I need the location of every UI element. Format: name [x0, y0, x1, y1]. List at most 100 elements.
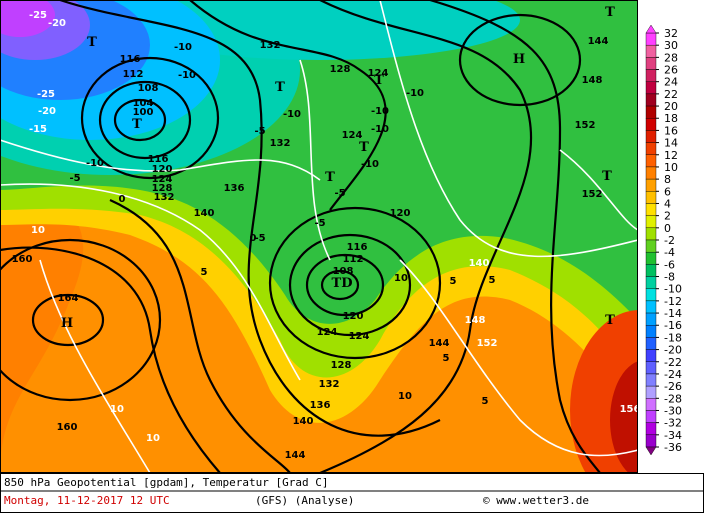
- map-label: T: [374, 73, 384, 88]
- colorbar-bottom: [645, 446, 657, 456]
- colorbar-band: [645, 154, 657, 168]
- map-label: 112: [123, 69, 144, 80]
- map-label: H: [61, 316, 73, 331]
- colorbar-band: [645, 337, 657, 350]
- map-label: 132: [270, 138, 291, 149]
- colorbar-label: -6: [664, 258, 675, 271]
- map-label: 108: [333, 266, 354, 277]
- colorbar-band: [645, 349, 657, 362]
- colorbar-band: [645, 57, 657, 70]
- map-label: 5: [443, 353, 450, 364]
- colorbar-band: [645, 81, 657, 95]
- map-label: -5: [254, 126, 265, 137]
- map-label: T: [605, 313, 615, 328]
- colorbar-label: -32: [664, 417, 682, 430]
- footer-date: Montag, 11-12-2017 12 UTC: [4, 494, 170, 507]
- colorbar-top: [645, 24, 657, 34]
- map-label: -25: [29, 10, 47, 21]
- colorbar-band: [645, 93, 657, 107]
- colorbar-band: [645, 44, 657, 58]
- colorbar-band: [645, 130, 657, 143]
- map-label: -25: [37, 89, 55, 100]
- map-label: -5: [314, 218, 325, 229]
- map-label: -10: [406, 88, 424, 99]
- map-label: 132: [154, 192, 175, 203]
- colorbar-label: -14: [664, 307, 682, 320]
- colorbar-label: 32: [664, 27, 678, 40]
- map-frame: [0, 0, 638, 473]
- colorbar-band: [645, 239, 657, 253]
- map-label: 5: [489, 275, 496, 286]
- colorbar-label: -22: [664, 356, 682, 369]
- colorbar-band: [645, 325, 657, 338]
- map-label: -10: [178, 70, 196, 81]
- colorbar-label: 30: [664, 39, 678, 52]
- map-label: 132: [319, 379, 340, 390]
- map-labels: -25-20T116112108104100T-15-20-25-10-5011…: [12, 5, 641, 461]
- colorbar-label: 14: [664, 137, 678, 150]
- map-label: -15: [29, 124, 47, 135]
- map-label: 116: [347, 242, 368, 253]
- colorbar-label: 22: [664, 88, 678, 101]
- map-label: 152: [477, 338, 498, 349]
- colorbar-band: [645, 227, 657, 241]
- colorbar-label: 2: [664, 210, 671, 223]
- map-label: 124: [342, 130, 363, 141]
- colorbar-band: [645, 118, 657, 131]
- map-label: 10: [398, 391, 412, 402]
- colorbar-label: 4: [664, 197, 671, 210]
- map-label: 152: [582, 189, 603, 200]
- map-label: 120: [152, 164, 173, 175]
- map-label: 152: [575, 120, 596, 131]
- map-label: 120: [343, 311, 364, 322]
- colorbar-band: [645, 312, 657, 326]
- map-label: 148: [465, 315, 486, 326]
- map-label: T: [325, 170, 335, 185]
- map-label: 148: [582, 75, 603, 86]
- map-label: 104: [133, 98, 154, 109]
- map-label: 10: [31, 225, 45, 236]
- colorbar-label: 24: [664, 76, 678, 89]
- colorbar-label: -24: [664, 368, 682, 381]
- map-label: 128: [152, 183, 173, 194]
- map-label: -5: [254, 233, 265, 244]
- map-label: -10: [371, 106, 389, 117]
- map-label: H: [513, 52, 525, 67]
- colorbar-label: -16: [664, 319, 682, 332]
- colorbar-band: [645, 434, 657, 448]
- map-label: 10: [146, 433, 160, 444]
- map-label: T: [359, 140, 369, 155]
- map-label: 0: [250, 233, 257, 244]
- colorbar-band: [645, 361, 657, 375]
- map-label: 100: [133, 107, 154, 118]
- footer-credit: © www.wetter3.de: [483, 494, 589, 507]
- colorbar-label: 16: [664, 124, 678, 137]
- colorbar-label: 18: [664, 112, 678, 125]
- map-label: 144: [429, 338, 450, 349]
- colorbar-label: -34: [664, 429, 682, 442]
- map-label: -5: [334, 188, 345, 199]
- map-label: -10: [86, 158, 104, 169]
- map-label: 5: [450, 276, 457, 287]
- colorbar-label: -12: [664, 295, 682, 308]
- map-label: 108: [138, 83, 159, 94]
- map-label: 132: [260, 40, 281, 51]
- map-label: 156: [620, 404, 641, 415]
- footer-model: (GFS) (Analyse): [255, 494, 354, 507]
- colorbar: 32302826242220181614121086420-2-4-6-8-10…: [645, 24, 682, 456]
- map-label: 112: [343, 254, 364, 265]
- map-label: -10: [371, 124, 389, 135]
- colorbar-band: [645, 142, 657, 155]
- colorbar-band: [645, 32, 657, 46]
- colorbar-label: -8: [664, 271, 675, 284]
- colorbar-label: -30: [664, 404, 682, 417]
- map-label: -10: [361, 159, 379, 170]
- colorbar-label: 20: [664, 100, 678, 113]
- map-label: 140: [469, 258, 490, 269]
- footer-title: 850 hPa Geopotential [gpdam], Temperatur…: [4, 476, 329, 489]
- colorbar-band: [645, 191, 657, 204]
- colorbar-band: [645, 166, 657, 180]
